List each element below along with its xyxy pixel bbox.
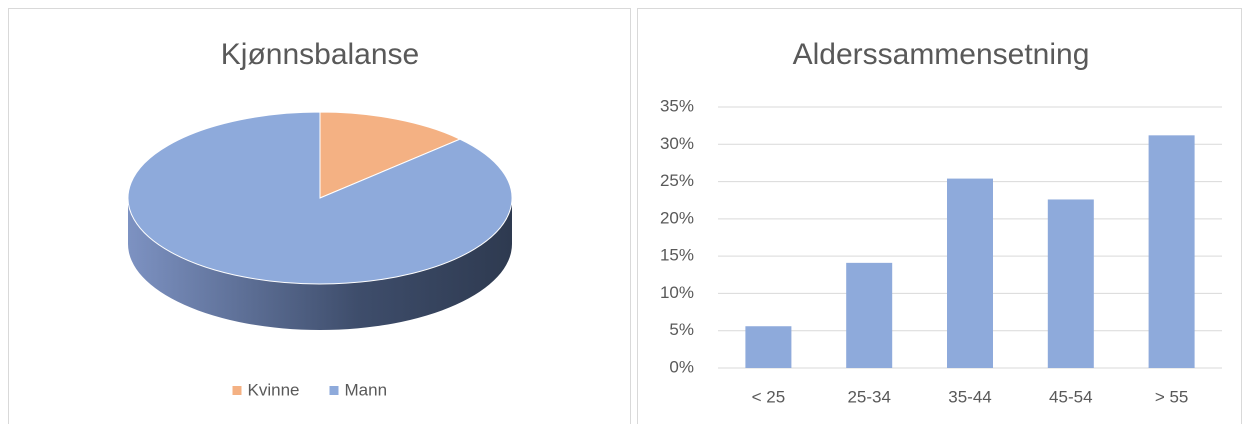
legend-swatch [232, 386, 242, 395]
x-tick-label: 25-34 [847, 387, 890, 406]
bar [846, 262, 893, 368]
bar [947, 178, 993, 368]
legend-label: Kvinne [248, 380, 300, 399]
pie-side [128, 198, 512, 330]
x-tick-label: < 25 [752, 387, 786, 406]
right-panel [637, 8, 1242, 424]
pie-slice [127, 111, 513, 285]
pie-slice [319, 111, 462, 199]
pie-title: Kjønnsbalanse [221, 38, 419, 71]
x-tick-label: 35-44 [948, 387, 991, 406]
x-tick-label: > 55 [1155, 387, 1189, 406]
x-tick-label: 45-54 [1049, 387, 1092, 406]
y-tick-label: 25% [660, 171, 694, 190]
legend-swatch [329, 386, 339, 395]
y-tick-label: 10% [660, 283, 694, 302]
y-tick-label: 30% [660, 134, 694, 153]
legend-label: Mann [345, 380, 388, 399]
y-tick-label: 5% [669, 320, 694, 339]
y-tick-label: 20% [660, 208, 694, 227]
y-tick-label: 15% [660, 246, 694, 265]
bar [1148, 135, 1195, 368]
bar [1047, 199, 1094, 368]
y-tick-label: 35% [660, 96, 694, 115]
bar-title: Alderssammensetning [793, 38, 1090, 71]
y-tick-label: 0% [669, 357, 694, 376]
bar [745, 326, 792, 368]
